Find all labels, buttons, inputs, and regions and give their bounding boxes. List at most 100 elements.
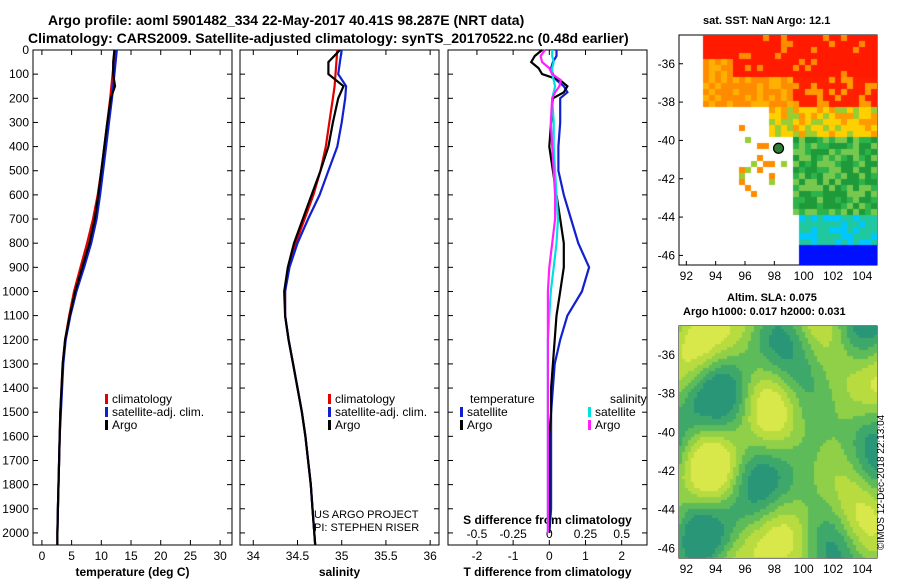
top-tick-label: -0.25 — [499, 527, 527, 541]
series-line-satellite-adj-clim- — [284, 49, 348, 546]
salinity-legend-label: Argo — [335, 418, 361, 432]
sst-map-lat-label: -44 — [658, 210, 676, 224]
x-tick-label: -2 — [472, 549, 483, 563]
series-line-salinity-argo — [539, 49, 563, 533]
y-tick-label: 600 — [9, 188, 29, 202]
series-line-climatology — [284, 49, 339, 546]
sst-map-lon-label: 104 — [852, 269, 872, 283]
x-tick-label: 35.5 — [374, 549, 398, 563]
sla-map-lat-label: -42 — [658, 464, 676, 478]
y-tick-label: 700 — [9, 212, 29, 226]
sla-map-lon-label: 94 — [709, 562, 723, 576]
credit-pi: PI: STEPHEN RISER — [314, 522, 419, 534]
series-line-argo — [56, 49, 117, 545]
top-tick-label: 0.5 — [613, 527, 630, 541]
sla-map-title-2: Argo h1000: 0.017 h2000: 0.031 — [683, 306, 846, 318]
y-tick-label: 2000 — [2, 526, 29, 540]
temperature-legend-swatch — [105, 394, 108, 404]
x-tick-label: 30 — [213, 549, 227, 563]
x-tick-label: 20 — [154, 549, 168, 563]
salinity-legend-swatch — [328, 407, 331, 417]
series-line-temperature-satellite — [548, 50, 591, 533]
sst-map-lat-label: -38 — [658, 95, 676, 109]
sst-map-lon-label: 92 — [680, 269, 694, 283]
x-tick-label: 15 — [124, 549, 138, 563]
temperature-legend-label: climatology — [112, 392, 172, 406]
diff-legend-right-label: Argo — [595, 418, 621, 432]
x-tick-label: 35 — [335, 549, 349, 563]
y-tick-label: 1200 — [2, 333, 29, 347]
x-axis-label: temperature (deg C) — [75, 565, 189, 579]
salinity-legend-label: climatology — [335, 392, 395, 406]
imos-credit: ©IMOS 12-Dec-2018 22:13:04 — [876, 414, 887, 550]
sst-map — [679, 35, 877, 265]
y-tick-label: 1100 — [3, 309, 29, 323]
temperature-legend-label: satellite-adj. clim. — [112, 405, 204, 419]
diff-legend-right-title: salinity — [610, 392, 647, 406]
sst-map-lat-label: -36 — [658, 57, 676, 71]
sla-map-lon-label: 102 — [823, 562, 843, 576]
y-tick-label: 1700 — [2, 453, 29, 467]
y-tick-label: 300 — [9, 115, 29, 129]
sst-map-title: sat. SST: NaN Argo: 12.1 — [703, 15, 831, 27]
panel-frame-3 — [447, 49, 648, 546]
sla-map-lat-label: -40 — [658, 425, 676, 439]
temperature-legend-label: Argo — [112, 418, 138, 432]
x-tick-label: 34.5 — [286, 549, 310, 563]
x-axis-label: T difference from climatology — [463, 565, 631, 579]
chart-title-line-2: Climatology: CARS2009. Satellite-adjuste… — [28, 30, 629, 46]
salinity-legend-label: satellite-adj. clim. — [335, 405, 427, 419]
diff-legend-right-swatch — [588, 407, 591, 417]
top-tick-label: 0 — [546, 527, 553, 541]
sla-map-title-1: Altim. SLA: 0.075 — [727, 292, 817, 304]
salinity-legend-swatch — [328, 394, 331, 404]
panel-frame-1 — [32, 49, 233, 546]
x-tick-label: 0 — [39, 549, 46, 563]
y-tick-label: 200 — [9, 91, 29, 105]
diff-legend-right-label: satellite — [595, 405, 636, 419]
y-tick-label: 1000 — [2, 284, 29, 298]
sla-map-lon-label: 104 — [852, 562, 872, 576]
sst-map-lat-label: -40 — [658, 133, 676, 147]
x-tick-label: -1 — [508, 549, 519, 563]
sla-map — [679, 326, 877, 558]
diff-legend-left-label: satellite — [467, 405, 508, 419]
y-tick-label: 800 — [9, 236, 29, 250]
y-tick-label: 400 — [9, 140, 29, 154]
x-tick-label: 36 — [423, 549, 437, 563]
y-tick-label: 900 — [9, 260, 29, 274]
y-tick-label: 0 — [22, 43, 29, 57]
sla-map-lon-label: 100 — [794, 562, 814, 576]
x-tick-label: 2 — [618, 549, 625, 563]
y-tick-label: 1400 — [2, 381, 29, 395]
sst-map-lon-label: 98 — [768, 269, 782, 283]
chart-title-line-1: Argo profile: aoml 5901482_334 22-May-20… — [48, 12, 525, 28]
y-tick-label: 100 — [9, 67, 29, 81]
sla-map-lat-label: -44 — [658, 503, 676, 517]
sla-map-lon-label: 92 — [680, 562, 694, 576]
diff-legend-right-swatch — [588, 420, 591, 430]
top-tick-label: -0.5 — [467, 527, 488, 541]
y-tick-label: 1900 — [2, 502, 29, 516]
sla-map-lat-label: -46 — [658, 541, 676, 555]
x-tick-label: 1 — [582, 549, 589, 563]
series-line-temperature-argo — [529, 49, 569, 533]
y-tick-label: 1300 — [2, 357, 29, 371]
panel-frame-2 — [239, 49, 440, 546]
diff-legend-left-title: temperature — [470, 392, 535, 406]
sst-map-lat-label: -46 — [658, 248, 676, 262]
x-tick-label: 5 — [68, 549, 75, 563]
temperature-legend-swatch — [105, 407, 108, 417]
diff-legend-left-swatch — [460, 420, 463, 430]
y-tick-label: 1600 — [2, 429, 29, 443]
diff-legend-left-label: Argo — [467, 418, 493, 432]
sla-map-lon-label: 96 — [738, 562, 752, 576]
y-tick-label: 1500 — [2, 405, 29, 419]
diff-legend-left-swatch — [460, 407, 463, 417]
temperature-legend-swatch — [105, 420, 108, 430]
x-tick-label: 0 — [546, 549, 553, 563]
credit-project: US ARGO PROJECT — [314, 509, 419, 521]
y-tick-label: 1800 — [2, 478, 29, 492]
x-axis-label: salinity — [319, 565, 361, 579]
